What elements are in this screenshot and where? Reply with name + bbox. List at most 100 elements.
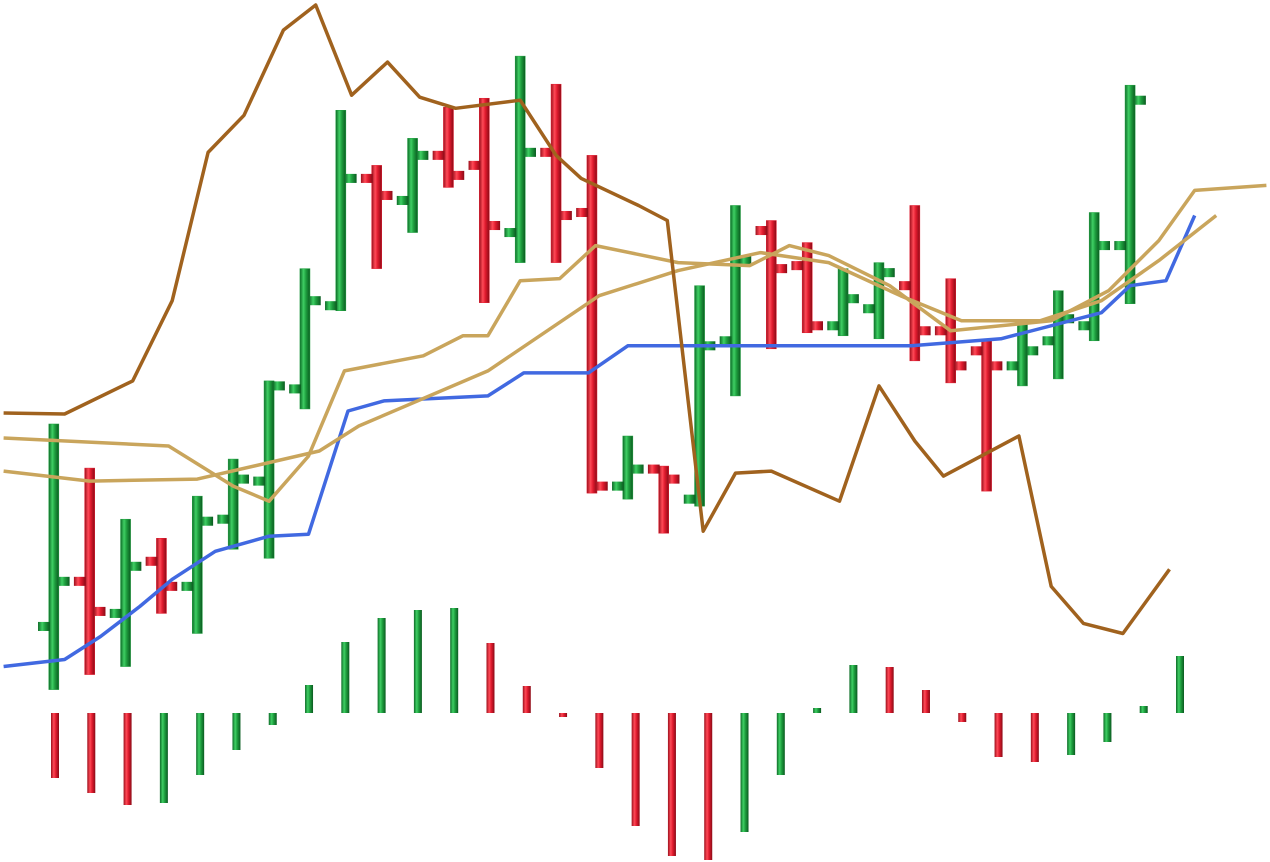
- down-bar-range: [909, 205, 921, 362]
- down-histogram-bar: [123, 713, 132, 805]
- close-tick: [1134, 95, 1146, 105]
- down-histogram-bar: [559, 713, 568, 717]
- close-tick: [882, 268, 895, 278]
- up-bar-range: [227, 458, 239, 550]
- indicator-line: [3, 214, 1218, 483]
- up-bar-range: [1053, 290, 1064, 380]
- up-histogram-bar: [413, 610, 422, 713]
- close-tick: [308, 296, 321, 306]
- open-tick: [934, 326, 947, 336]
- close-tick: [416, 150, 429, 160]
- up-histogram-bar: [196, 713, 205, 775]
- up-bar-range: [1088, 212, 1100, 342]
- up-bar-range: [514, 55, 526, 263]
- open-tick: [863, 304, 875, 314]
- down-bar-range: [443, 106, 454, 188]
- up-histogram-bar: [305, 685, 314, 713]
- down-histogram-bar: [51, 713, 59, 778]
- close-tick: [344, 173, 357, 183]
- open-tick: [647, 464, 660, 474]
- close-tick: [775, 264, 788, 274]
- down-histogram-bar: [921, 690, 930, 713]
- close-tick: [811, 321, 823, 331]
- open-tick: [253, 476, 266, 486]
- down-histogram-bar: [994, 713, 1003, 757]
- up-bar-range: [622, 435, 634, 500]
- down-bar-range: [766, 220, 777, 350]
- up-bar-range: [407, 138, 418, 233]
- down-bar-range: [550, 83, 562, 263]
- close-tick: [631, 464, 644, 474]
- down-histogram-bar: [958, 713, 967, 722]
- open-tick: [73, 576, 86, 586]
- up-bar-range: [730, 205, 741, 397]
- open-tick: [145, 556, 158, 566]
- down-histogram-bar: [486, 643, 495, 713]
- close-tick: [273, 381, 285, 391]
- open-tick: [38, 621, 50, 631]
- close-tick: [1026, 346, 1039, 356]
- open-tick: [827, 321, 840, 331]
- up-histogram-bar: [1103, 713, 1112, 742]
- up-bar-range: [299, 268, 311, 410]
- up-histogram-bar: [268, 713, 277, 725]
- open-tick: [1042, 336, 1055, 346]
- open-tick: [540, 147, 553, 157]
- down-histogram-bar: [631, 713, 640, 826]
- up-histogram-bar: [776, 713, 785, 775]
- open-tick: [719, 336, 732, 346]
- close-tick: [667, 474, 680, 484]
- open-tick: [181, 581, 194, 591]
- close-tick: [990, 361, 1003, 371]
- open-tick: [217, 514, 230, 524]
- open-tick: [683, 494, 696, 504]
- up-bar-range: [873, 262, 885, 340]
- close-tick: [488, 221, 501, 231]
- open-tick: [1078, 321, 1091, 331]
- down-histogram-bar: [704, 713, 713, 860]
- close-tick: [201, 516, 214, 526]
- close-tick: [165, 581, 178, 591]
- open-tick: [396, 195, 409, 205]
- close-tick: [739, 256, 752, 266]
- open-tick: [791, 261, 804, 271]
- down-histogram-bar: [595, 713, 604, 768]
- open-tick: [970, 346, 983, 356]
- down-bar-range: [479, 97, 490, 303]
- down-bar-range: [981, 340, 992, 492]
- open-tick: [755, 226, 768, 236]
- down-histogram-bar: [667, 713, 676, 856]
- close-tick: [237, 474, 249, 484]
- close-tick: [918, 326, 931, 336]
- down-bar-range: [586, 155, 598, 494]
- close-tick: [380, 190, 393, 200]
- up-histogram-bar: [849, 665, 858, 713]
- up-bar-range: [120, 518, 131, 667]
- down-histogram-bar: [1030, 713, 1039, 762]
- open-tick: [109, 608, 122, 618]
- open-tick: [432, 150, 445, 160]
- up-bar-range: [837, 268, 849, 337]
- indicator-line: [3, 183, 1267, 503]
- down-bar-range: [156, 537, 167, 614]
- open-tick: [468, 160, 481, 170]
- up-histogram-bar: [450, 608, 459, 713]
- close-tick: [129, 561, 142, 571]
- close-tick: [954, 361, 967, 371]
- up-histogram-bar: [159, 713, 168, 803]
- down-bar-range: [658, 465, 669, 534]
- up-bar-range: [1124, 84, 1136, 304]
- close-tick: [560, 210, 572, 221]
- close-tick: [93, 606, 106, 616]
- down-bar-range: [84, 467, 95, 675]
- up-histogram-bar: [1139, 706, 1148, 713]
- close-tick: [1098, 241, 1110, 251]
- down-bar-range: [801, 242, 813, 334]
- open-tick: [576, 207, 588, 218]
- close-tick: [524, 147, 536, 157]
- open-tick: [360, 173, 373, 183]
- up-bar-range: [335, 110, 347, 311]
- close-tick: [847, 294, 859, 304]
